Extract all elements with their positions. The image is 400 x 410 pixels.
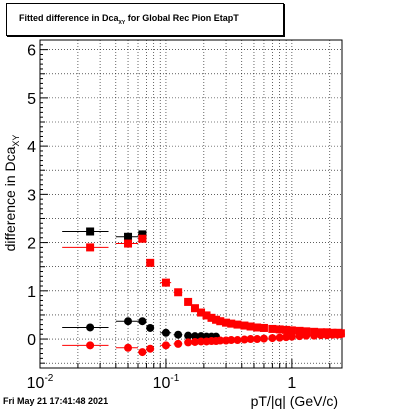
data-point-square (184, 297, 193, 306)
series-1 (62, 234, 345, 338)
axes (39, 39, 343, 369)
timestamp-footer: Fri May 21 17:41:48 2021 (3, 396, 109, 406)
data-point-circle (184, 338, 193, 347)
x-tick-label: 10-2 (27, 373, 54, 392)
y-tick-label: 1 (27, 284, 36, 301)
series-0 (62, 227, 147, 241)
x-tick-label-base: 10 (27, 375, 45, 392)
x-tick-label-exponent: -1 (170, 373, 179, 384)
data-point-circle (253, 335, 262, 344)
data-point-circle (287, 332, 296, 341)
data-point-square (259, 323, 268, 332)
data-point-circle (190, 337, 199, 346)
data-point-square (282, 325, 291, 334)
data-point-square (287, 326, 296, 335)
data-point-circle (174, 339, 183, 348)
data-point-circle (233, 336, 242, 345)
data-point-circle (336, 330, 345, 339)
chart-title: Fitted difference in DcaXY for Global Re… (19, 13, 239, 26)
data-point-circle (184, 331, 193, 340)
x-axis-label: pT/|q| (GeV/c) (251, 393, 338, 409)
data-point-circle (268, 334, 277, 343)
data-points (62, 227, 345, 357)
data-point-square (233, 320, 242, 329)
data-point-square (86, 243, 95, 252)
data-point-circle (124, 317, 133, 326)
data-point-circle (190, 332, 199, 341)
data-point-square (302, 327, 311, 336)
x-tick-label: 1 (287, 375, 296, 392)
y-axis-label-main: difference in Dca (2, 146, 18, 251)
data-point-square (197, 308, 206, 317)
data-point-circle (86, 323, 95, 332)
data-point-circle (240, 335, 249, 344)
data-point-square (138, 230, 147, 239)
data-point-circle (138, 317, 147, 326)
data-point-square (212, 315, 221, 324)
data-point-square (253, 323, 262, 332)
data-point-circle (161, 328, 170, 337)
y-tick-label: 5 (27, 91, 36, 108)
data-point-square (268, 324, 277, 333)
y-tick-label: 3 (27, 187, 36, 204)
data-point-circle (310, 331, 319, 340)
y-tick-label: 4 (27, 139, 36, 156)
data-point-circle (146, 323, 155, 332)
data-point-square (161, 278, 170, 287)
y-tick-label: 6 (27, 43, 36, 60)
data-point-circle (146, 344, 155, 353)
data-point-circle (174, 330, 183, 339)
data-point-square (174, 288, 183, 297)
data-point-circle (161, 341, 170, 350)
plot-frame (39, 39, 343, 369)
data-point-square (138, 234, 147, 243)
data-point-square (124, 232, 133, 241)
data-point-square (240, 321, 249, 330)
data-point-circle (316, 331, 325, 340)
title-box: Fitted difference in DcaXY for Global Re… (6, 3, 284, 36)
y-axis-label-sub: XY (11, 135, 21, 147)
x-tick-label-exponent: -2 (44, 373, 53, 384)
chart-title-sub: XY (118, 19, 126, 26)
data-point-circle (86, 341, 95, 350)
chart-title-suffix: for Global Rec Pion EtapT (125, 13, 239, 23)
x-tick-label-base: 1 (287, 375, 296, 392)
data-point-square (86, 227, 95, 236)
chart-title-main: Fitted difference in Dca (19, 13, 119, 23)
data-point-circle (246, 335, 255, 344)
data-point-circle (259, 334, 268, 343)
data-point-circle (197, 337, 206, 346)
data-point-circle (138, 348, 147, 357)
data-point-circle (227, 336, 236, 345)
data-point-square (124, 239, 133, 248)
data-point-square (190, 304, 199, 313)
data-point-circle (275, 333, 284, 342)
y-tick-label: 0 (27, 332, 36, 349)
data-point-square (222, 318, 231, 327)
tick-marks (39, 39, 331, 369)
data-point-square (246, 322, 255, 331)
grid (39, 40, 342, 368)
y-axis-label: difference in DcaXY (2, 135, 21, 252)
series-3 (62, 330, 345, 357)
data-point-circle (282, 333, 291, 342)
y-tick-label: 2 (27, 236, 36, 253)
data-point-circle (302, 331, 311, 340)
data-point-square (146, 258, 155, 267)
data-point-square (275, 325, 284, 334)
x-tick-label: 10-1 (153, 373, 180, 392)
x-tick-label-base: 10 (153, 375, 171, 392)
data-point-circle (295, 332, 304, 341)
data-point-square (202, 311, 211, 320)
data-point-square (216, 317, 225, 326)
data-point-square (227, 319, 236, 328)
series-2 (62, 317, 221, 341)
data-point-circle (216, 336, 225, 345)
data-point-square (207, 313, 216, 322)
data-point-square (295, 326, 304, 335)
data-point-circle (124, 343, 133, 352)
